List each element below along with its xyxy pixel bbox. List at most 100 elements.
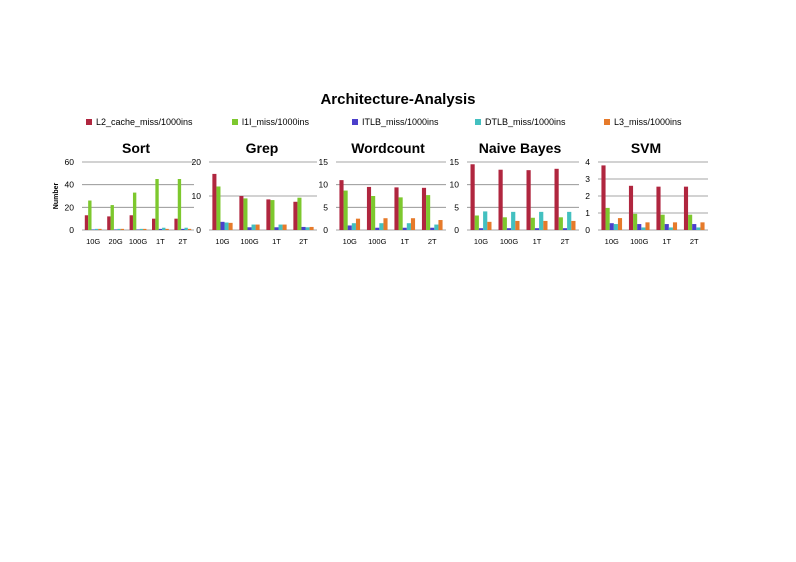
legend-item-dtlb-miss: DTLB_miss/1000ins	[475, 117, 566, 127]
bar-wordcount-2t-s3	[430, 227, 435, 230]
bar-naive-bayes-1t-s4	[539, 211, 544, 230]
y-axis-label: Number	[53, 183, 60, 210]
bar-grep-1t-s5	[282, 224, 287, 230]
chart-title: Grep	[246, 140, 279, 156]
chart-title: Wordcount	[351, 140, 425, 156]
x-tick-label: 1T	[400, 237, 409, 246]
y-tick-label: 5	[323, 202, 328, 212]
bar-sort-10g-s4	[94, 228, 99, 230]
bar-wordcount-10g-s5	[355, 218, 361, 230]
y-tick-label: 0	[323, 225, 328, 235]
x-tick-label: 100G	[500, 237, 519, 246]
bar-sort-100g-s5	[143, 228, 147, 230]
bar-wordcount-10g-s3	[347, 225, 352, 230]
chart-title: Sort	[122, 140, 150, 156]
bar-wordcount-100g-s1	[366, 186, 372, 230]
bar-wordcount-100g-s3	[375, 227, 380, 230]
y-tick-label: 0	[69, 225, 74, 235]
chart-sort: Sort 0 20 40 60 Number 10G 20G 100G 1T 2T	[53, 140, 194, 246]
bar-svm-10g-s3	[609, 223, 614, 230]
bar-sort-2t-s2	[177, 179, 182, 230]
bar-sort-1t-s5	[165, 228, 169, 230]
bar-svm-1t-s1	[656, 186, 661, 230]
bar-svm-1t-s3	[664, 224, 669, 230]
bar-sort-2t-s5	[187, 228, 192, 230]
y-tick-label: 5	[454, 202, 459, 212]
y-tick-label: 10	[192, 191, 202, 201]
x-tick-label: 100G	[368, 237, 387, 246]
bar-wordcount-2t-s2	[426, 195, 431, 230]
bar-svm-1t-s4	[668, 227, 673, 230]
bar-grep-1t-s2	[270, 200, 275, 230]
bar-naive-bayes-100g-s3	[506, 228, 512, 230]
bar-sort-20g-s2	[110, 205, 114, 230]
chart-wordcount: Wordcount 0 5 10 15 10G 100G 1T 2T	[319, 140, 446, 246]
y-tick-label: 0	[196, 225, 201, 235]
bar-svm-100g-s2	[633, 213, 638, 230]
bar-grep-1t-s3	[274, 227, 279, 230]
bar-naive-bayes-100g-s4	[511, 211, 516, 230]
y-tick-label: 20	[192, 157, 202, 167]
legend-label-l2-cache-miss: L2_cache_miss/1000ins	[96, 117, 193, 127]
legend-item-l3-miss: L3_miss/1000ins	[604, 117, 682, 127]
legend-swatch-l3-miss	[604, 119, 610, 125]
x-tick-label: 2T	[428, 237, 437, 246]
bar-wordcount-2t-s1	[421, 187, 427, 230]
bar-svm-10g-s5	[617, 218, 623, 230]
chart-svm: SVM 0 1 2 3 4 10G 100G 1T 2T	[585, 140, 708, 246]
bar-sort-20g-s1	[107, 216, 111, 230]
bar-naive-bayes-100g-s5	[515, 220, 520, 230]
bar-wordcount-2t-s4	[434, 224, 439, 230]
y-tick-label: 10	[319, 180, 329, 190]
bar-grep-100g-s5	[255, 224, 260, 230]
bar-svm-2t-s1	[683, 186, 689, 230]
bar-svm-10g-s1	[601, 165, 606, 230]
x-tick-label: 10G	[474, 237, 488, 246]
y-tick-label: 3	[585, 174, 590, 184]
y-tick-label: 1	[585, 208, 590, 218]
bar-grep-10g-s1	[212, 173, 217, 230]
bar-naive-bayes-2t-s2	[558, 217, 563, 230]
x-tick-label: 1T	[533, 237, 542, 246]
bar-wordcount-100g-s5	[383, 218, 388, 230]
bar-svm-10g-s4	[613, 224, 618, 230]
bar-sort-100g-s3	[136, 229, 140, 230]
bar-grep-1t-s4	[278, 224, 283, 230]
bar-grep-100g-s1	[239, 196, 244, 230]
y-tick-label: 40	[65, 180, 75, 190]
bar-sort-100g-s4	[139, 228, 144, 230]
bar-grep-100g-s3	[247, 227, 252, 230]
chart-naive-bayes: Naive Bayes 0 5 10 15 10G 100G 1T 2T	[450, 140, 579, 246]
bar-sort-2t-s1	[174, 218, 178, 230]
bar-svm-1t-s5	[672, 222, 678, 230]
legend-swatch-itlb-miss	[352, 119, 358, 125]
legend-label-dtlb-miss: DTLB_miss/1000ins	[485, 117, 566, 127]
bar-sort-10g-s1	[84, 215, 89, 230]
bar-sort-1t-s1	[152, 218, 156, 230]
bar-wordcount-1t-s2	[398, 197, 403, 230]
bar-sort-10g-s3	[91, 229, 95, 230]
bar-svm-100g-s5	[645, 222, 650, 230]
bar-svm-2t-s4	[696, 227, 701, 230]
bar-sort-10g-s5	[98, 228, 102, 230]
x-tick-label: 100G	[129, 237, 148, 246]
bar-wordcount-1t-s5	[410, 218, 416, 230]
x-tick-label: 10G	[343, 237, 357, 246]
bar-svm-100g-s4	[641, 227, 646, 230]
bar-sort-2t-s4	[184, 227, 188, 230]
bar-svm-100g-s1	[628, 185, 634, 230]
legend-item-l1i-miss: l1I_miss/1000ins	[232, 117, 309, 127]
figure-title: Architecture-Analysis	[320, 91, 476, 108]
bar-wordcount-1t-s3	[402, 227, 407, 230]
bar-grep-10g-s5	[228, 222, 233, 230]
y-tick-label: 0	[585, 225, 590, 235]
bar-grep-100g-s2	[243, 198, 248, 230]
bar-sort-10g-s2	[88, 200, 92, 230]
y-tick-label: 10	[450, 180, 460, 190]
bar-sort-2t-s3	[181, 228, 185, 230]
y-tick-label: 4	[585, 157, 590, 167]
chart-title: SVM	[631, 140, 661, 156]
x-tick-label: 2T	[690, 237, 699, 246]
chart-grep: Grep 0 10 20 10G 100G 1T 2T	[192, 140, 317, 246]
